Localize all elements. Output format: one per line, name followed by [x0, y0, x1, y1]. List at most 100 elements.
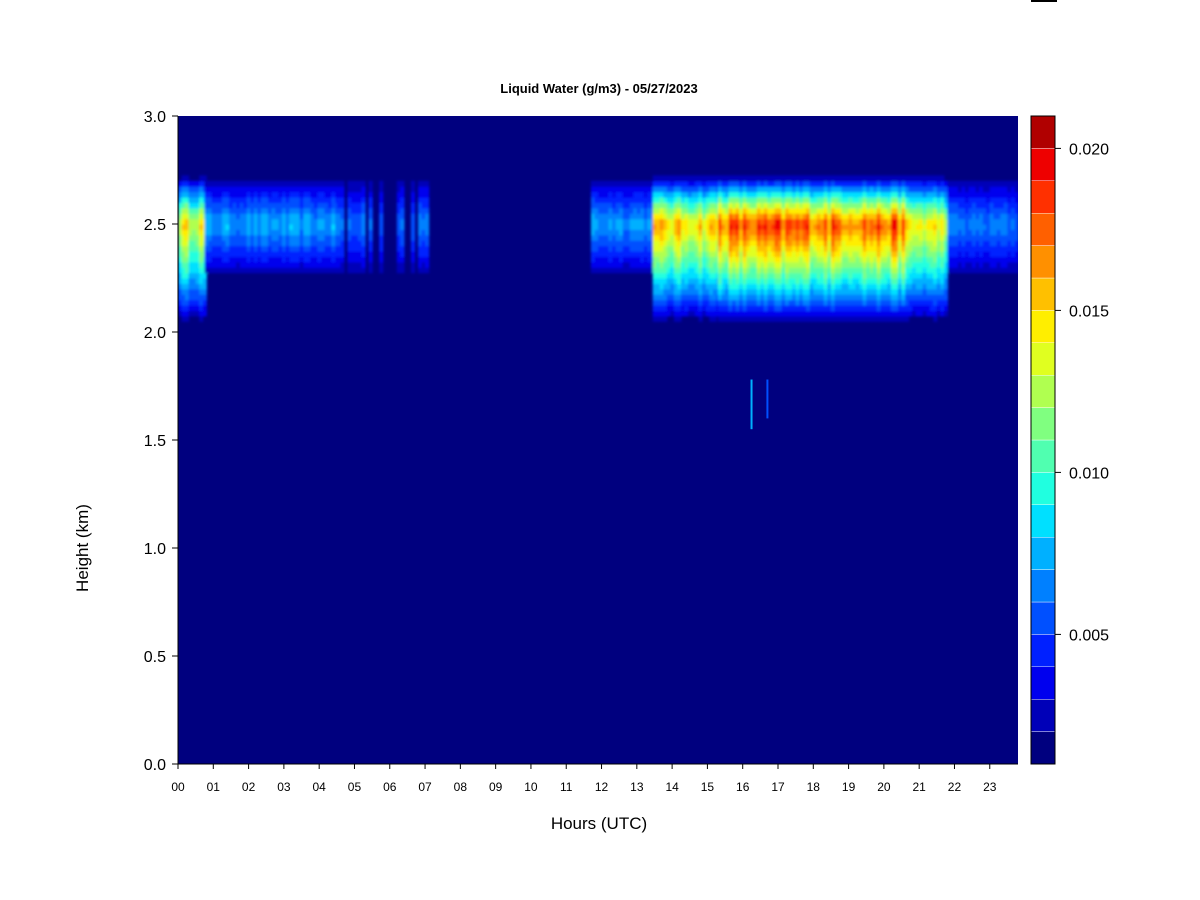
heatmap-cell	[684, 202, 689, 209]
heatmap-cell	[340, 207, 345, 214]
heatmap-cell	[919, 267, 924, 274]
heatmap-cell	[894, 267, 899, 274]
heatmap-cell	[841, 175, 846, 182]
heatmap-cell	[358, 234, 363, 241]
heatmap-cell	[647, 213, 652, 220]
heatmap-cell	[883, 288, 889, 295]
heatmap-cell	[912, 240, 917, 247]
heatmap-cell	[728, 175, 733, 182]
heatmap-cell	[901, 251, 906, 257]
heatmap-cell	[718, 229, 723, 236]
heatmap-cell	[989, 202, 994, 209]
heatmap-cell	[178, 305, 183, 311]
heatmap-cell	[943, 234, 949, 241]
heatmap-cell	[185, 294, 190, 301]
heatmap-cell	[721, 240, 726, 247]
heatmap-cell	[919, 234, 924, 241]
heatmap-cell	[866, 305, 871, 311]
heatmap-cell	[647, 234, 652, 241]
heatmap-cell	[749, 180, 754, 187]
heatmap-cell	[222, 197, 227, 203]
heatmap-cell	[859, 299, 864, 306]
heatmap-cell	[947, 261, 952, 268]
heatmap-cell	[285, 229, 290, 236]
heatmap-cell	[195, 256, 200, 263]
heatmap-cell	[619, 234, 624, 241]
heatmap-cell	[802, 283, 807, 290]
heatmap-cell	[271, 245, 276, 252]
heatmap-cell	[215, 245, 220, 252]
heatmap-cell	[629, 207, 634, 214]
heatmap-cell	[756, 229, 761, 236]
heatmap-cell	[905, 305, 910, 311]
heatmap-cell	[320, 267, 326, 274]
heatmap-cell	[629, 240, 634, 247]
heatmap-cell	[636, 202, 641, 209]
heatmap-cell	[721, 283, 726, 290]
heatmap-cell	[246, 224, 251, 230]
heatmap-cell	[368, 261, 373, 268]
heatmap-cell	[350, 240, 356, 247]
heatmap-cell	[742, 191, 747, 198]
heatmap-cell	[340, 240, 345, 247]
colorbar-swatch	[1030, 504, 1056, 538]
heatmap-cell	[753, 310, 758, 317]
heatmap-cell	[215, 202, 220, 209]
heatmap-cell	[232, 234, 237, 241]
heatmap-cell	[695, 305, 700, 311]
heatmap-cell	[912, 213, 917, 220]
heatmap-cell	[873, 197, 878, 203]
heatmap-cell	[996, 180, 1001, 187]
heatmap-cell	[725, 261, 730, 268]
heatmap-cell	[859, 310, 864, 317]
heatmap-cell	[229, 207, 234, 214]
heatmap-cell	[739, 261, 744, 268]
heatmap-cell	[663, 294, 668, 301]
heatmap-cell	[883, 283, 889, 290]
heatmap-cell	[229, 251, 234, 257]
heatmap-cell	[188, 191, 193, 198]
heatmap-cell	[633, 202, 638, 209]
heatmap-cell	[806, 175, 811, 182]
heatmap-cell	[324, 267, 329, 274]
heatmap-cell	[702, 218, 707, 225]
heatmap-cell	[792, 261, 797, 268]
heatmap-cell	[813, 213, 818, 220]
heatmap-cell	[663, 305, 668, 311]
heatmap-cell	[195, 288, 200, 295]
heatmap-cell	[192, 240, 197, 247]
heatmap-cell	[830, 218, 836, 225]
heatmap-cell	[622, 191, 627, 198]
heatmap-cell	[400, 218, 405, 225]
heatmap-cell	[933, 310, 938, 317]
heatmap-cell	[845, 218, 850, 225]
heatmap-cell	[425, 245, 430, 252]
heatmap-cell	[421, 224, 426, 230]
heatmap-cell	[852, 213, 857, 220]
heatmap-cell	[862, 278, 867, 284]
heatmap-cell	[396, 218, 401, 225]
heatmap-cell	[929, 310, 934, 317]
heatmap-cell	[816, 310, 821, 317]
heatmap-cell	[940, 299, 945, 306]
heatmap-cell	[709, 305, 714, 311]
heatmap-cell	[303, 213, 308, 220]
x-tick-label: 16	[736, 780, 750, 794]
heatmap-cell	[746, 175, 751, 182]
heatmap-cell	[898, 197, 903, 203]
heatmap-cell	[908, 234, 913, 241]
heatmap-cell	[712, 191, 717, 198]
heatmap-cell	[968, 213, 973, 220]
heatmap-cell	[958, 229, 963, 236]
heatmap-cell	[739, 245, 744, 252]
heatmap-cell	[732, 213, 737, 220]
heatmap-cell	[659, 305, 664, 311]
heatmap-cell	[732, 207, 737, 214]
heatmap-cell	[905, 315, 910, 322]
heatmap-cell	[958, 186, 963, 193]
heatmap-cell	[400, 191, 405, 198]
colorbar-swatch	[1030, 699, 1056, 732]
heatmap-cell	[876, 267, 881, 274]
y-tick-label: 1.5	[144, 433, 166, 450]
heatmap-cell	[192, 256, 197, 263]
